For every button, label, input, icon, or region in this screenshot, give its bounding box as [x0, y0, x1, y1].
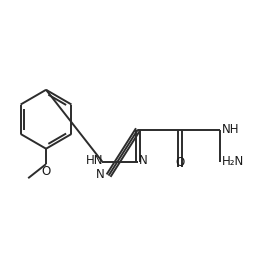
Text: H₂N: H₂N — [222, 155, 244, 168]
Text: O: O — [42, 165, 51, 178]
Text: NH: NH — [222, 123, 240, 136]
Text: O: O — [175, 156, 185, 169]
Text: HN: HN — [86, 154, 103, 167]
Text: N: N — [96, 168, 105, 181]
Text: N: N — [139, 154, 148, 167]
